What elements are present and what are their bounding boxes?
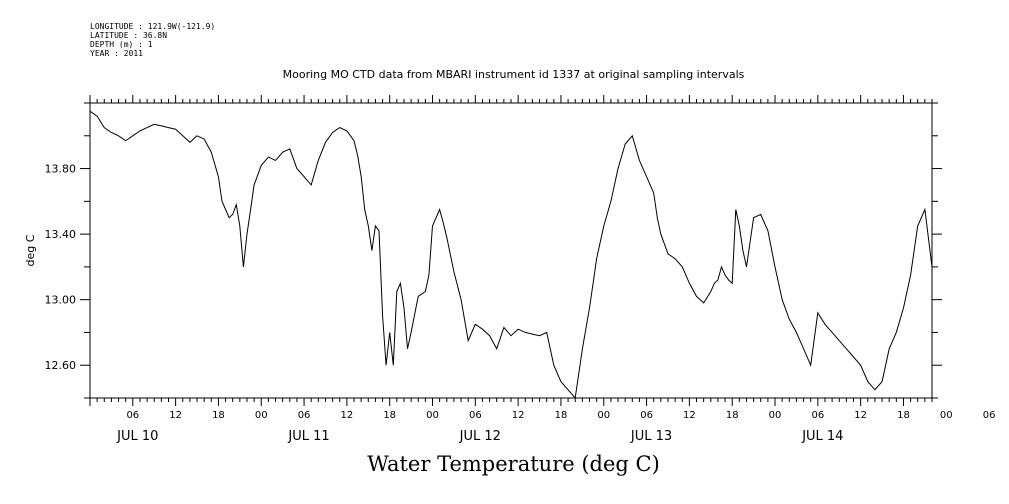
series-group [89, 110, 933, 400]
day-label: JUL 13 [630, 429, 672, 444]
y-axis-label: deg C [24, 234, 37, 266]
x-tick-label: 00 [426, 410, 439, 421]
year-label: YEAR : 2011 [90, 49, 143, 58]
x-axis-label: Water Temperature (deg C) [367, 452, 660, 476]
x-tick-label: 06 [811, 410, 824, 421]
y-tick-label: 13.40 [45, 228, 77, 241]
x-tick-label: 00 [255, 410, 268, 421]
longitude-label: LONGITUDE : 121.9W(-121.9) [90, 22, 216, 31]
x-tick-label: 06 [298, 410, 311, 421]
x-tick-label: 06 [126, 410, 139, 421]
day-label: JUL 14 [801, 429, 843, 444]
x-tick-label: 12 [683, 410, 696, 421]
x-tick-label: 18 [555, 410, 568, 421]
axes-group: 06 12 18 00 06 12 18 00 06 12 18 00 06 12 18 00 06 12 18 00… [24, 95, 996, 444]
x-tick-label: 00 [940, 410, 953, 421]
x-tick-label: 12 [341, 410, 354, 421]
chart-title: Mooring MO CTD data from MBARI instrumen… [282, 68, 745, 81]
x-tick-label: 18 [897, 410, 910, 421]
depth-label: DEPTH (m) : 1 [90, 40, 153, 49]
x-tick-label: 06 [983, 410, 996, 421]
x-tick-label: 06 [469, 410, 482, 421]
x-tick-label: 18 [383, 410, 396, 421]
day-label: JUL 12 [459, 429, 501, 444]
x-tick-label: 18 [726, 410, 739, 421]
x-tick-label: 12 [169, 410, 182, 421]
series-line [89, 110, 933, 400]
latitude-label: LATITUDE : 36.8N [90, 31, 168, 40]
y-tick-label: 13.00 [45, 294, 77, 307]
x-tick-label: 12 [854, 410, 867, 421]
x-tick-label: 18 [212, 410, 225, 421]
day-label: JUL 10 [116, 429, 158, 444]
x-tick-label: 12 [512, 410, 525, 421]
x-tick-label: 06 [640, 410, 653, 421]
day-label: JUL 11 [287, 429, 329, 444]
x-tick-label: 00 [769, 410, 782, 421]
x-tick-label: 00 [597, 410, 610, 421]
y-tick-label: 13.80 [45, 163, 77, 176]
y-tick-label: 12.60 [45, 359, 77, 372]
